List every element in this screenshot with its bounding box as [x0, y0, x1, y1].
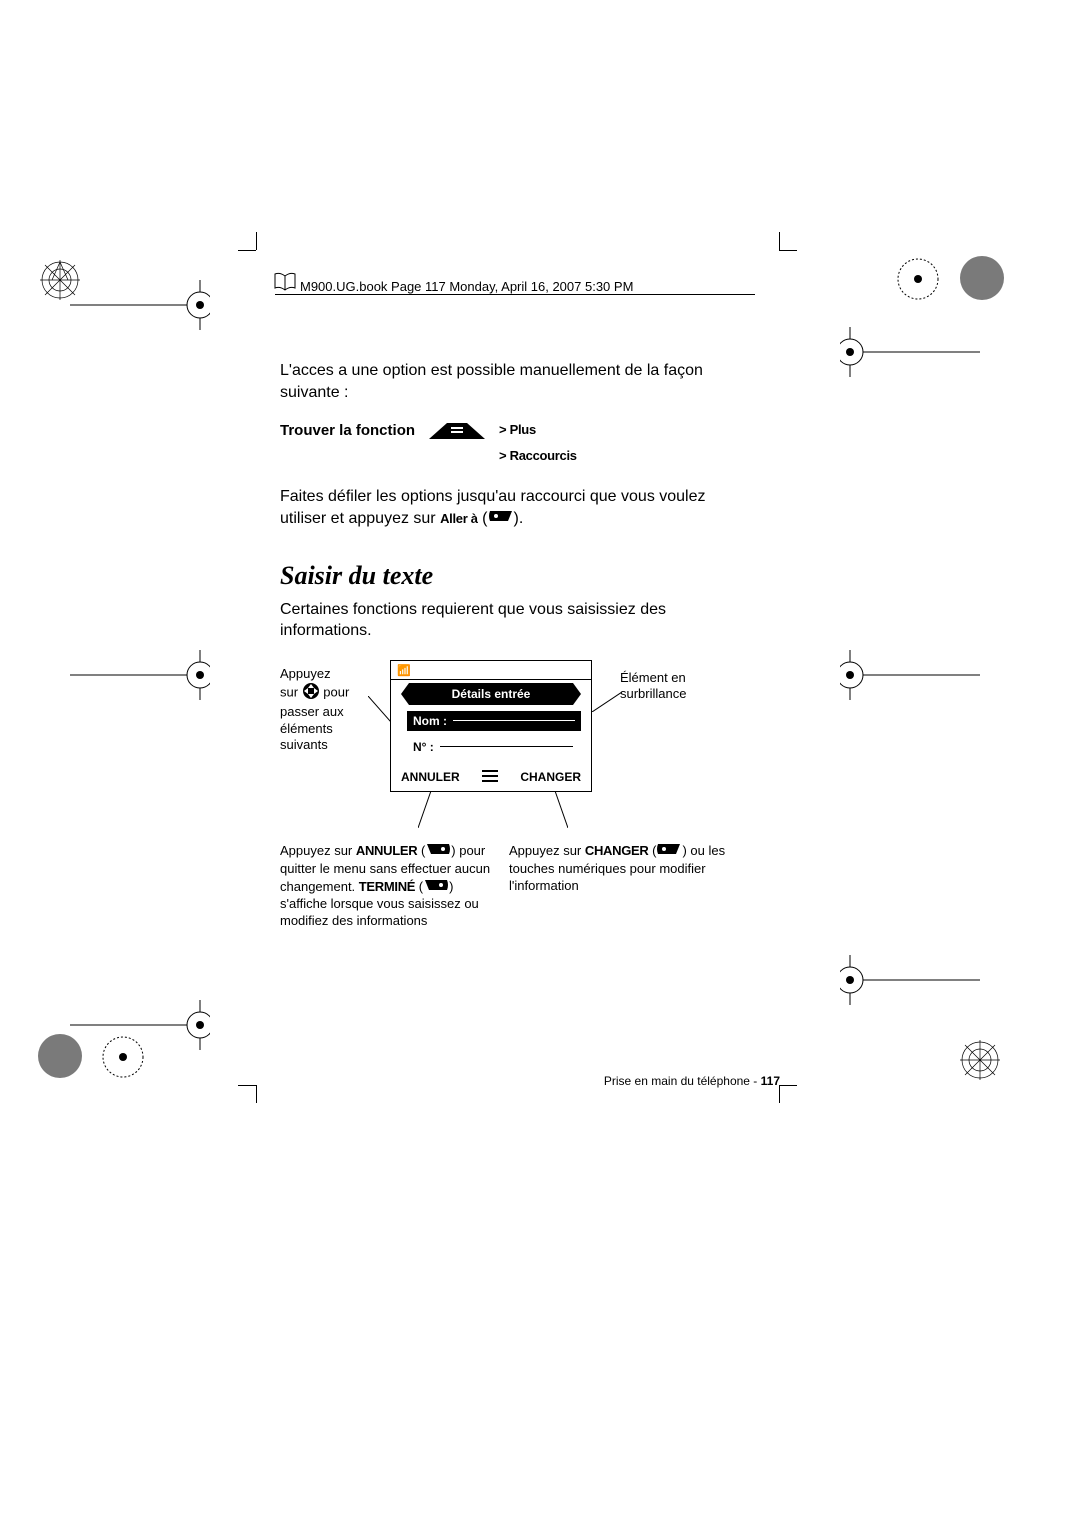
crop-tick	[238, 250, 256, 251]
crop-tick	[779, 250, 797, 251]
softkey-right: CHANGER	[520, 769, 581, 787]
section-lead: Certaines fonctions requierent que vous …	[280, 599, 730, 642]
nav-key-icon	[302, 682, 320, 704]
find-function-label: Trouver la fonction	[280, 421, 415, 441]
menu-path-item: > Plus	[499, 421, 577, 439]
right-softkey-icon	[488, 508, 514, 530]
running-head: M900.UG.book Page 117 Monday, April 16, …	[300, 279, 633, 294]
crop-tick	[256, 1085, 257, 1103]
left-softkey-icon	[423, 878, 449, 897]
text: sur	[280, 685, 302, 700]
no-field: N° :	[413, 739, 573, 755]
text: ).	[514, 510, 524, 527]
crop-tick	[779, 1085, 797, 1086]
phone-screen: 📶 Détails entrée Nom : N° : ANNULER CHAN…	[390, 660, 592, 792]
color-dot-icon	[960, 256, 1004, 300]
svg-text:📶: 📶	[397, 664, 411, 677]
text: (	[415, 878, 423, 893]
softkey-left: ANNULER	[401, 769, 460, 787]
crosshair-icon	[70, 280, 210, 335]
phone-diagram: Appuyez sur pour passer aux éléments sui…	[280, 660, 730, 860]
nom-field: Nom :	[407, 711, 581, 731]
softkey-bar: ANNULER CHANGER	[391, 769, 591, 787]
text: (	[478, 510, 488, 527]
alignment-target-icon	[895, 256, 941, 307]
crosshair-icon	[70, 1000, 210, 1055]
input-line	[453, 720, 575, 721]
page-content: L'acces a une option est possible manuel…	[280, 360, 730, 930]
signal-icon: 📶	[397, 663, 427, 677]
input-line	[440, 746, 573, 747]
screen-title: Détails entrée	[409, 683, 573, 705]
status-bar: 📶	[391, 661, 591, 680]
softkey-name: TERMINÉ	[359, 878, 415, 893]
text: Appuyez	[280, 666, 331, 681]
crosshair-icon	[840, 955, 980, 1010]
menu-path-item: > Raccourcis	[499, 447, 577, 465]
registration-mark-icon	[960, 1040, 1000, 1080]
field-label: N° :	[413, 739, 434, 755]
header-rule	[275, 294, 755, 295]
right-caption: Élément en surbrillance	[620, 670, 720, 703]
crosshair-icon	[840, 650, 980, 705]
page-number: 117	[761, 1074, 780, 1088]
leader-line	[548, 788, 568, 835]
intro-paragraph: L'acces a une option est possible manuel…	[280, 360, 730, 403]
find-function-row: Trouver la fonction > Plus > Raccourcis	[280, 421, 730, 464]
section-title: Saisir du texte	[280, 558, 730, 593]
crop-tick	[256, 232, 257, 250]
footer-text: Prise en main du téléphone -	[604, 1074, 761, 1088]
page-footer: Prise en main du téléphone - 117	[604, 1074, 780, 1088]
crop-tick	[779, 232, 780, 250]
action-label: Aller à	[440, 511, 478, 526]
crosshair-icon	[70, 650, 210, 705]
book-icon	[273, 272, 297, 297]
leader-line	[418, 788, 438, 835]
menu-icon	[482, 769, 498, 787]
menu-key-icon	[429, 421, 485, 448]
crop-tick	[238, 1085, 256, 1086]
left-caption: Appuyez sur pour passer aux éléments sui…	[280, 666, 375, 753]
scroll-instruction: Faites défiler les options jusqu'au racc…	[280, 486, 730, 529]
crosshair-icon	[840, 327, 980, 382]
field-label: Nom :	[413, 711, 447, 731]
leader-line	[592, 692, 622, 719]
